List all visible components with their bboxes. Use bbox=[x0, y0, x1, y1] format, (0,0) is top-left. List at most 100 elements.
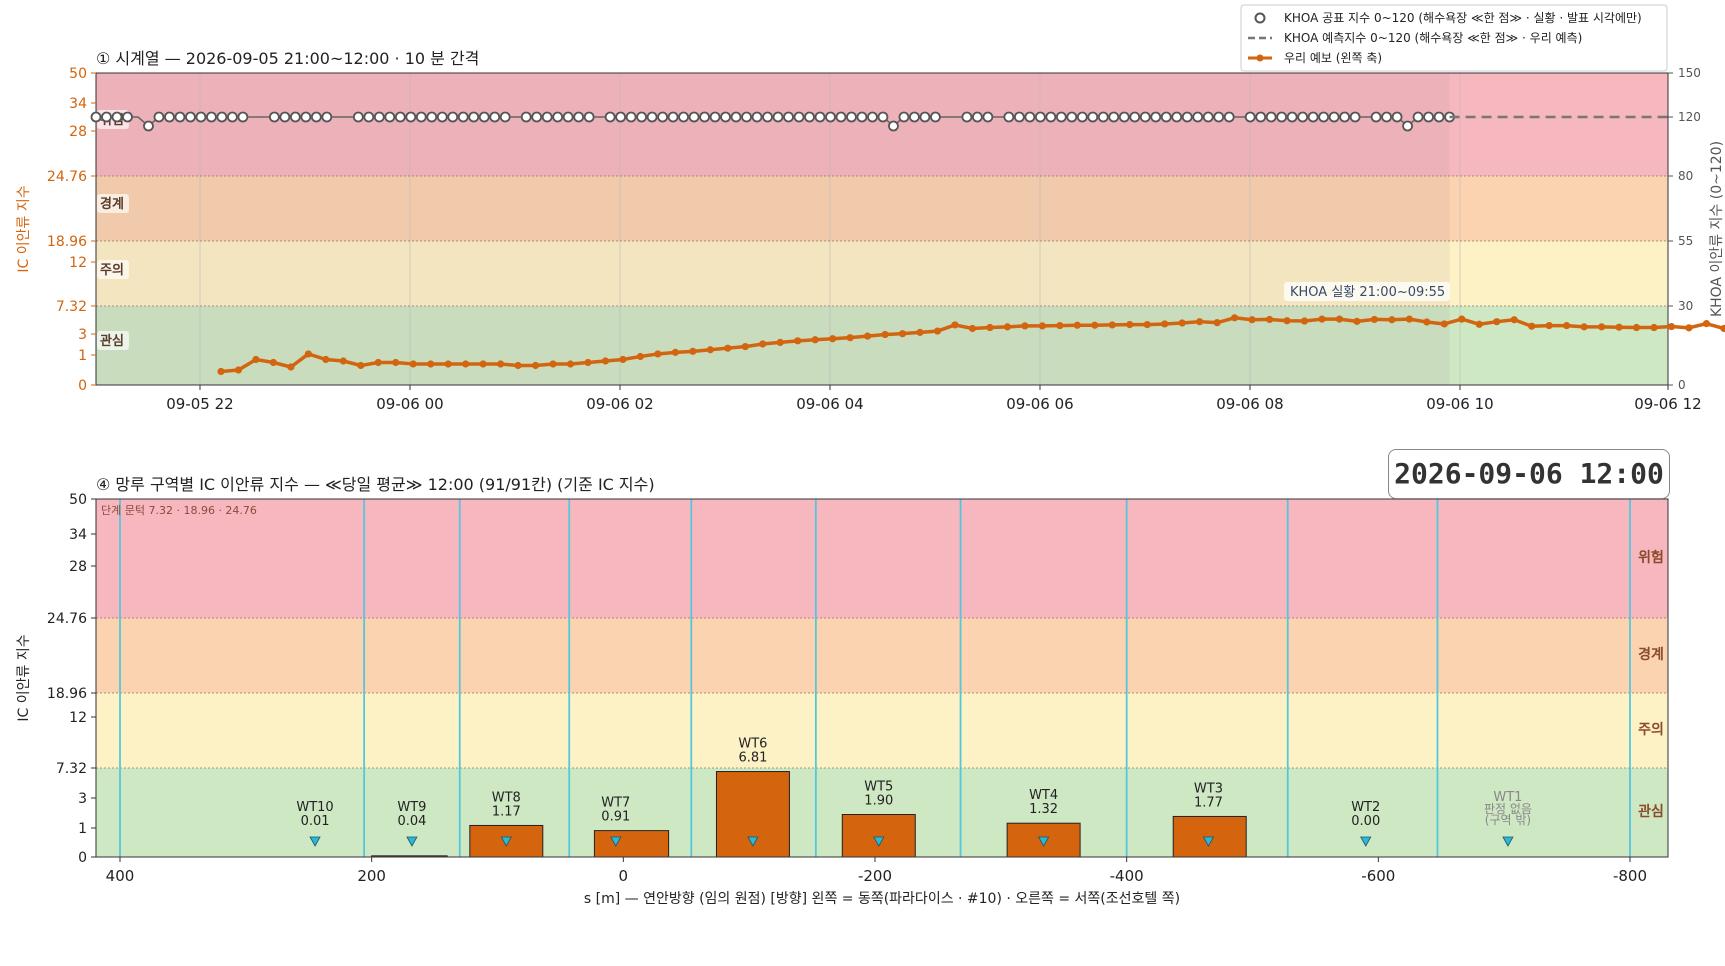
observed-point bbox=[363, 111, 375, 123]
forecast-point bbox=[1475, 320, 1483, 328]
observed-period-shade bbox=[96, 73, 1450, 385]
observed-point bbox=[1276, 111, 1288, 123]
observed-point bbox=[174, 111, 186, 123]
timeseries-left-axis-label: IC 이안류 지수 bbox=[16, 185, 32, 272]
forecast-point bbox=[1440, 320, 1448, 328]
observed-point bbox=[90, 111, 102, 123]
band-label: 위험 bbox=[1638, 549, 1664, 566]
observed-point bbox=[1402, 120, 1413, 132]
line-with-dots-icon bbox=[1256, 54, 1264, 62]
x-tick-label: 09-06 06 bbox=[1006, 395, 1073, 413]
timeseries-title: ① 시계열 — 2026-09-05 21:00~12:00 · 10 분 간격 bbox=[96, 49, 479, 68]
x-tick-label: 200 bbox=[357, 867, 386, 885]
y2-tick-label: 55 bbox=[1678, 234, 1693, 248]
observed-point bbox=[1129, 111, 1141, 123]
observed-point bbox=[562, 111, 574, 123]
zone-marker-icon bbox=[309, 836, 321, 847]
forecast-point bbox=[1388, 316, 1396, 324]
zone-value-label: 0.04 bbox=[397, 814, 426, 829]
y-tick-label: 24.76 bbox=[47, 169, 87, 185]
forecast-point bbox=[619, 355, 627, 364]
observed-point bbox=[615, 111, 627, 123]
observed-point bbox=[1055, 111, 1067, 123]
forecast-point bbox=[427, 360, 435, 368]
forecast-point bbox=[1021, 322, 1029, 330]
forecast-point bbox=[654, 350, 662, 358]
observed-point bbox=[478, 111, 490, 123]
forecast-point bbox=[1091, 321, 1099, 329]
forecast-point bbox=[1178, 319, 1186, 327]
observed-point bbox=[1087, 111, 1099, 123]
observed-point bbox=[877, 111, 889, 123]
forecast-point bbox=[287, 363, 295, 371]
observed-point bbox=[688, 111, 700, 123]
y-tick-label: 34 bbox=[69, 96, 87, 112]
band-경계 bbox=[96, 618, 1668, 693]
zone-value-label: 1.90 bbox=[864, 794, 893, 809]
observed-point bbox=[1139, 111, 1151, 123]
our-forecast-series bbox=[217, 314, 1725, 376]
forecast-point bbox=[1161, 320, 1169, 328]
observed-point bbox=[919, 111, 931, 123]
observed-point bbox=[279, 111, 291, 123]
zone-x-axis-label: s [m] — 연안방향 (임의 원점) [방향] 왼쪽 = 동쪽(파라다이스 … bbox=[584, 891, 1180, 907]
forecast-point bbox=[549, 360, 557, 368]
zone-marker-icon bbox=[1360, 836, 1372, 847]
zone-name: WT10 bbox=[296, 800, 333, 815]
observed-point bbox=[352, 111, 364, 123]
forecast-point bbox=[1370, 315, 1378, 324]
observed-point bbox=[122, 111, 133, 123]
observed-annotation: KHOA 실황 21:00~09:55 bbox=[1284, 282, 1450, 301]
forecast-point bbox=[1265, 315, 1274, 324]
observed-point bbox=[1202, 111, 1214, 123]
observed-point bbox=[793, 111, 805, 123]
observed-point bbox=[206, 111, 217, 123]
observed-point bbox=[1255, 111, 1267, 123]
observed-point bbox=[405, 111, 417, 123]
observed-point bbox=[1108, 111, 1120, 123]
observed-point bbox=[237, 111, 249, 123]
observed-point bbox=[457, 111, 469, 123]
forecast-point bbox=[1213, 319, 1221, 327]
observed-point bbox=[195, 111, 207, 123]
forecast-point bbox=[601, 357, 610, 365]
band-label: 주의 bbox=[1638, 721, 1664, 738]
observed-point bbox=[646, 111, 658, 123]
observed-point bbox=[227, 111, 238, 123]
forecast-point bbox=[1283, 317, 1291, 325]
observed-point bbox=[699, 111, 710, 123]
observed-point bbox=[888, 120, 899, 132]
observed-point bbox=[1265, 111, 1277, 123]
forecast-point bbox=[357, 361, 365, 370]
forecast-point bbox=[1493, 318, 1501, 326]
observed-point bbox=[552, 111, 564, 123]
forecast-line bbox=[220, 316, 1725, 374]
forecast-point bbox=[776, 338, 784, 346]
forecast-point bbox=[916, 328, 924, 336]
y-tick-label: 1 bbox=[78, 821, 87, 837]
forecast-point bbox=[636, 352, 645, 361]
observed-point bbox=[1223, 111, 1235, 123]
observed-point bbox=[741, 111, 752, 123]
observed-point bbox=[1192, 111, 1204, 123]
zone-bar bbox=[841, 814, 916, 858]
x-tick-label: -800 bbox=[1613, 867, 1647, 885]
forecast-point bbox=[1632, 323, 1641, 332]
forecast-point bbox=[1318, 315, 1326, 323]
zone-x-ticks: 400 200 0 -200 -400 -600 -800 bbox=[106, 857, 1647, 885]
observed-point bbox=[1349, 111, 1361, 123]
y-tick-label: 28 bbox=[69, 124, 87, 140]
forecast-point bbox=[846, 334, 854, 342]
observed-point bbox=[909, 111, 920, 123]
band-주의 bbox=[96, 693, 1668, 768]
observed-point bbox=[1412, 111, 1424, 123]
x-tick-label: 0 bbox=[619, 867, 629, 885]
observed-point bbox=[499, 111, 511, 123]
zone-name: WT4 bbox=[1029, 788, 1058, 803]
x-tick-label: 09-06 00 bbox=[376, 395, 443, 413]
x-tick-label: 09-06 08 bbox=[1216, 395, 1283, 413]
y-tick-label: 34 bbox=[69, 527, 87, 543]
forecast-point bbox=[1196, 318, 1204, 326]
